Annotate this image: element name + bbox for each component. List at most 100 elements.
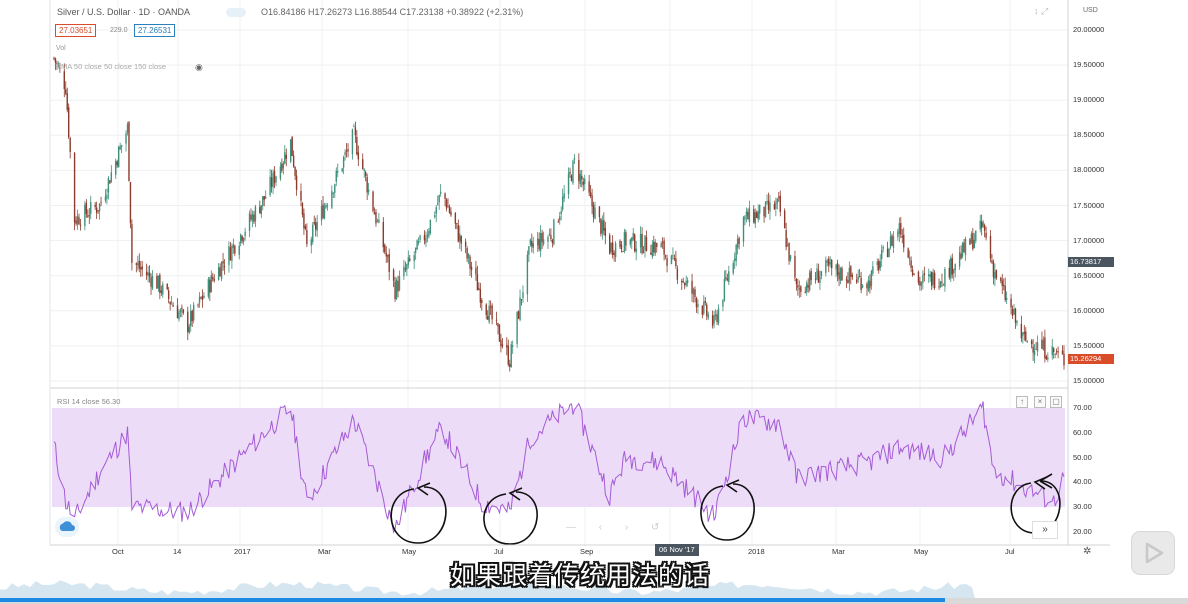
candle-body xyxy=(320,205,323,221)
candle-body xyxy=(404,268,407,270)
candle-body xyxy=(213,279,215,281)
candle-body xyxy=(654,241,656,254)
candle-body xyxy=(835,264,837,270)
candle-body xyxy=(242,237,245,242)
candle-body xyxy=(1061,350,1064,355)
candle-body xyxy=(417,241,420,243)
candle-body xyxy=(488,305,490,323)
time-tick-label: May xyxy=(402,547,417,556)
candle-body xyxy=(547,236,549,242)
candle-body xyxy=(269,176,271,196)
candle-body xyxy=(870,271,873,286)
candle-body xyxy=(147,272,149,276)
candle-body xyxy=(961,243,964,257)
candle-body xyxy=(392,269,395,281)
candle-body xyxy=(1022,332,1024,336)
candle-body xyxy=(879,261,881,269)
candle-body xyxy=(1000,277,1002,281)
candle-body xyxy=(675,258,677,266)
candle-body xyxy=(345,150,348,152)
candle-body xyxy=(157,275,160,289)
candle-body xyxy=(1041,339,1043,349)
candle-body xyxy=(1026,340,1028,342)
candle-body xyxy=(858,276,861,278)
candle-body xyxy=(234,245,236,254)
candle-body xyxy=(510,344,512,368)
ohlc-values: O16.84186 H17.26273 L16.88544 C17.23138 … xyxy=(261,7,524,17)
gear-icon[interactable]: ✲ xyxy=(1083,546,1092,557)
candle-body xyxy=(882,246,884,249)
candle-body xyxy=(747,211,749,220)
candle-body xyxy=(550,235,552,239)
candle-body xyxy=(178,312,180,320)
candle-body xyxy=(928,274,930,276)
time-tick-label: 2017 xyxy=(234,547,251,556)
candle-body xyxy=(728,271,730,283)
time-tick-label: Mar xyxy=(832,547,845,556)
time-tick-label: Jul xyxy=(494,547,504,556)
hand-drawn-annotations xyxy=(390,473,1061,545)
candle-body xyxy=(604,228,607,237)
double-chevron-right-icon[interactable]: » xyxy=(1032,521,1058,539)
close-pane-icon[interactable]: × xyxy=(1034,396,1046,408)
candle-body xyxy=(281,163,283,171)
pane-controls[interactable]: ↕ ⤢ xyxy=(1034,6,1049,16)
candle-body xyxy=(375,212,377,224)
pane-move-icon[interactable]: ↑ xyxy=(1016,396,1028,408)
candle-body xyxy=(939,281,942,287)
candle-body xyxy=(470,266,473,270)
candle-body xyxy=(714,314,717,317)
candle-body xyxy=(275,176,277,183)
candle-body xyxy=(980,221,983,228)
candle-body xyxy=(748,207,751,222)
candle-body xyxy=(992,261,995,278)
candle-body xyxy=(872,266,874,274)
candle-body xyxy=(437,203,439,205)
candle-body xyxy=(364,172,367,177)
moving-average-legend[interactable]: SMA 50 close 50 close 150 close xyxy=(56,62,167,71)
candle-body xyxy=(632,232,634,240)
candle-body xyxy=(150,277,152,287)
candle-body xyxy=(63,71,65,90)
sell-button[interactable]: 27.03651 xyxy=(55,24,97,37)
candle-body xyxy=(190,311,192,326)
candle-body xyxy=(304,226,307,229)
candle-body xyxy=(56,63,58,65)
candle-body xyxy=(292,155,295,167)
candle-body xyxy=(797,285,799,288)
chart-navigation-controls[interactable]: — ‹ › ↺ xyxy=(566,522,670,533)
candle-body xyxy=(331,191,333,208)
maximize-pane-icon[interactable]: ▢ xyxy=(1050,396,1062,408)
candle-body xyxy=(76,215,79,225)
candle-body xyxy=(475,267,477,275)
eye-icon[interactable]: ◉ xyxy=(195,62,203,72)
candle-body xyxy=(444,193,446,199)
candle-body xyxy=(354,127,357,136)
cloud-icon[interactable] xyxy=(55,517,79,537)
candle-body xyxy=(983,225,986,231)
buy-button[interactable]: 27.26531 xyxy=(134,24,176,37)
candle-body xyxy=(629,239,632,245)
candle-body xyxy=(672,255,674,257)
candle-body xyxy=(958,252,961,267)
candle-body xyxy=(560,211,562,214)
candle-body xyxy=(378,219,380,223)
price-tick-label: 18.00000 xyxy=(1073,165,1105,175)
candle-body xyxy=(212,276,214,280)
candle-body xyxy=(140,267,142,270)
rsi-legend[interactable]: RSI 14 close 56.30 xyxy=(57,397,121,406)
candle-body xyxy=(1005,297,1008,300)
candle-body xyxy=(942,284,945,286)
candle-body xyxy=(701,305,704,315)
candle-body xyxy=(808,272,811,291)
play-icon[interactable] xyxy=(1131,531,1175,575)
candle-body xyxy=(891,235,893,246)
candle-body xyxy=(353,125,355,127)
candle-body xyxy=(766,201,768,203)
candle-body xyxy=(88,215,90,217)
crosshair-time-label: 06 Nov '17 xyxy=(655,544,699,556)
candle-body xyxy=(561,196,564,210)
volume-indicator-label[interactable]: Vol xyxy=(56,45,66,52)
candle-body xyxy=(425,237,427,243)
